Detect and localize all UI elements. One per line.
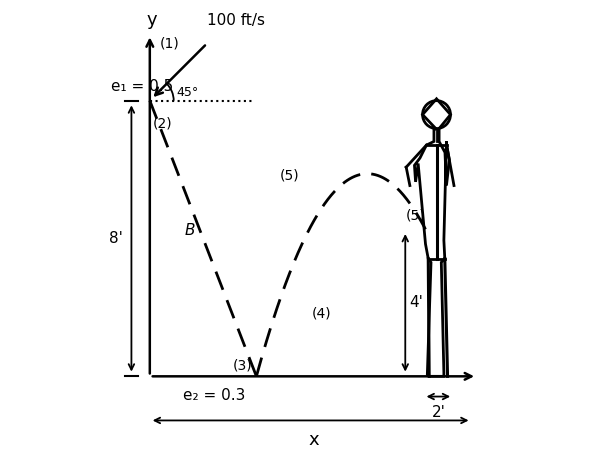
Text: (3): (3) bbox=[233, 359, 253, 373]
Text: B: B bbox=[185, 223, 195, 238]
Text: 8': 8' bbox=[110, 231, 123, 246]
Text: 100 ft/s: 100 ft/s bbox=[206, 13, 265, 28]
Text: y: y bbox=[146, 11, 157, 29]
Text: (5): (5) bbox=[280, 169, 299, 183]
Text: (4): (4) bbox=[312, 307, 331, 321]
Text: 45°: 45° bbox=[176, 86, 198, 99]
Text: (5): (5) bbox=[405, 208, 425, 222]
Text: x: x bbox=[308, 431, 319, 449]
Text: (2): (2) bbox=[153, 116, 172, 130]
Text: e₁ = 0.5: e₁ = 0.5 bbox=[111, 79, 173, 94]
Text: (1): (1) bbox=[160, 37, 180, 51]
Text: 4': 4' bbox=[409, 295, 423, 310]
Text: 2': 2' bbox=[431, 405, 445, 419]
Text: e₂ = 0.3: e₂ = 0.3 bbox=[183, 388, 245, 403]
